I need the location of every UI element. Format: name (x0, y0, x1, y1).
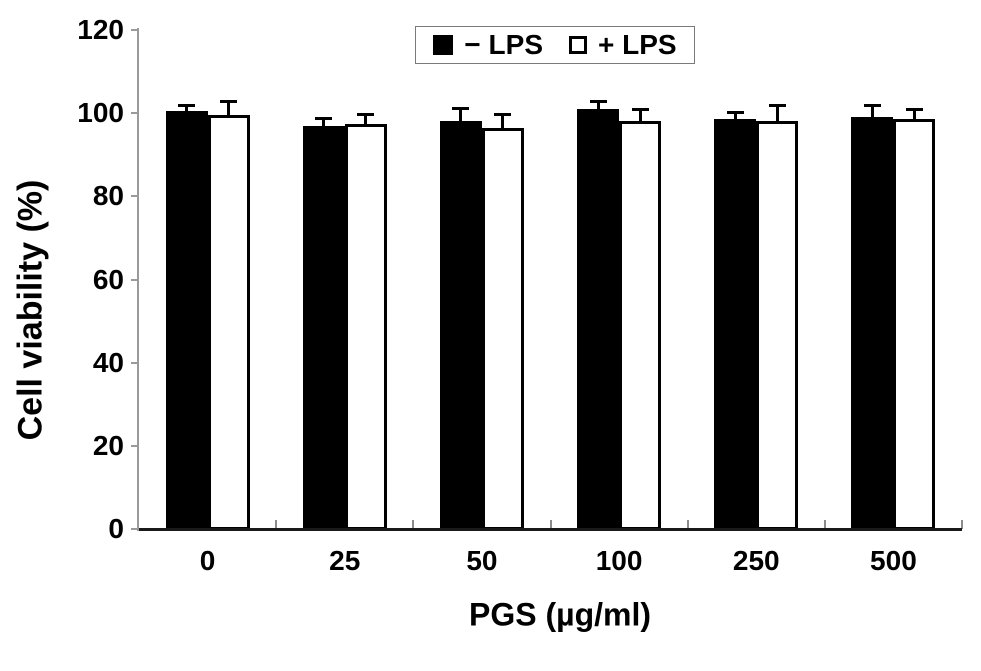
y-tick-mark (131, 195, 139, 198)
y-tick-mark (131, 112, 139, 115)
y-tick-label-40: 40 (92, 346, 124, 378)
error-bar-stem-plus-lps-25 (364, 114, 368, 126)
error-bar-cap-plus-lps-25 (357, 113, 375, 117)
bar-plus-lps-100 (619, 121, 662, 530)
x-tick-mark (823, 520, 826, 529)
error-bar-cap-plus-lps-0 (220, 100, 238, 104)
bar-minus-lps-500 (851, 117, 894, 530)
error-bar-stem-plus-lps-250 (775, 104, 779, 124)
bar-plus-lps-500 (893, 119, 936, 530)
y-tick-mark (131, 29, 139, 31)
error-bar-stem-plus-lps-100 (638, 109, 642, 124)
error-bar-cap-minus-lps-500 (863, 103, 881, 107)
error-bar-cap-minus-lps-0 (178, 103, 196, 107)
x-axis-line (139, 528, 962, 531)
y-tick-label-80: 80 (92, 180, 124, 212)
x-tick-label-500: 500 (870, 545, 917, 576)
y-tick-label-0: 0 (108, 513, 124, 544)
error-bar-cap-minus-lps-100 (589, 99, 607, 103)
legend-label-plus-lps: + LPS (598, 29, 677, 60)
bar-minus-lps-0 (165, 111, 208, 530)
bar-minus-lps-250 (714, 119, 757, 530)
legend-swatch-plus-lps-icon (569, 36, 587, 54)
legend-label-minus-lps: − LPS (464, 29, 543, 60)
error-bar-cap-plus-lps-100 (631, 108, 649, 111)
x-tick-label-0: 0 (199, 545, 216, 576)
y-tick-label-100: 100 (77, 97, 124, 129)
legend-swatch-minus-lps-icon (433, 35, 454, 55)
error-bar-stem-minus-lps-100 (596, 100, 600, 111)
x-tick-mark (275, 520, 278, 529)
bar-minus-lps-25 (302, 125, 345, 530)
error-bar-stem-minus-lps-500 (870, 104, 874, 120)
error-bar-cap-plus-lps-250 (768, 103, 786, 107)
bar-minus-lps-50 (439, 121, 482, 530)
error-bar-stem-minus-lps-50 (459, 107, 463, 124)
error-bar-stem-plus-lps-50 (501, 114, 505, 130)
x-tick-mark (549, 520, 552, 529)
y-tick-label-60: 60 (92, 263, 124, 295)
x-tick-mark (686, 520, 689, 529)
x-tick-mark (412, 520, 415, 529)
error-bar-cap-plus-lps-50 (494, 113, 512, 117)
bar-plus-lps-250 (756, 121, 799, 530)
error-bar-stem-minus-lps-25 (322, 118, 326, 128)
x-tick-label-250: 250 (732, 545, 780, 576)
x-tick-label-25: 25 (329, 545, 361, 576)
error-bar-cap-minus-lps-250 (726, 110, 744, 114)
y-tick-mark (131, 278, 139, 281)
y-axis-line (137, 28, 139, 531)
error-bar-stem-minus-lps-0 (185, 104, 189, 114)
error-bar-stem-plus-lps-500 (912, 109, 916, 122)
y-tick-mark (131, 528, 139, 530)
x-tick-mark (961, 520, 963, 529)
y-tick-mark (131, 361, 139, 364)
error-bar-stem-plus-lps-0 (227, 101, 231, 118)
error-bar-cap-minus-lps-25 (315, 117, 333, 121)
x-tick-label-100: 100 (595, 545, 643, 576)
bar-plus-lps-50 (481, 127, 524, 530)
error-bar-stem-minus-lps-250 (733, 111, 737, 122)
y-tick-label-120: 120 (77, 14, 124, 45)
legend: − LPS + LPS (415, 26, 695, 64)
x-axis-title: PGS (µg/ml) (469, 596, 651, 633)
error-bar-cap-plus-lps-500 (905, 108, 923, 112)
bar-plus-lps-0 (207, 115, 250, 530)
bar-minus-lps-100 (577, 109, 620, 530)
error-bar-cap-minus-lps-50 (452, 106, 470, 110)
x-tick-label-50: 50 (466, 545, 498, 576)
y-tick-mark (131, 444, 139, 447)
y-tick-label-20: 20 (92, 429, 124, 461)
bar-plus-lps-25 (344, 123, 387, 530)
